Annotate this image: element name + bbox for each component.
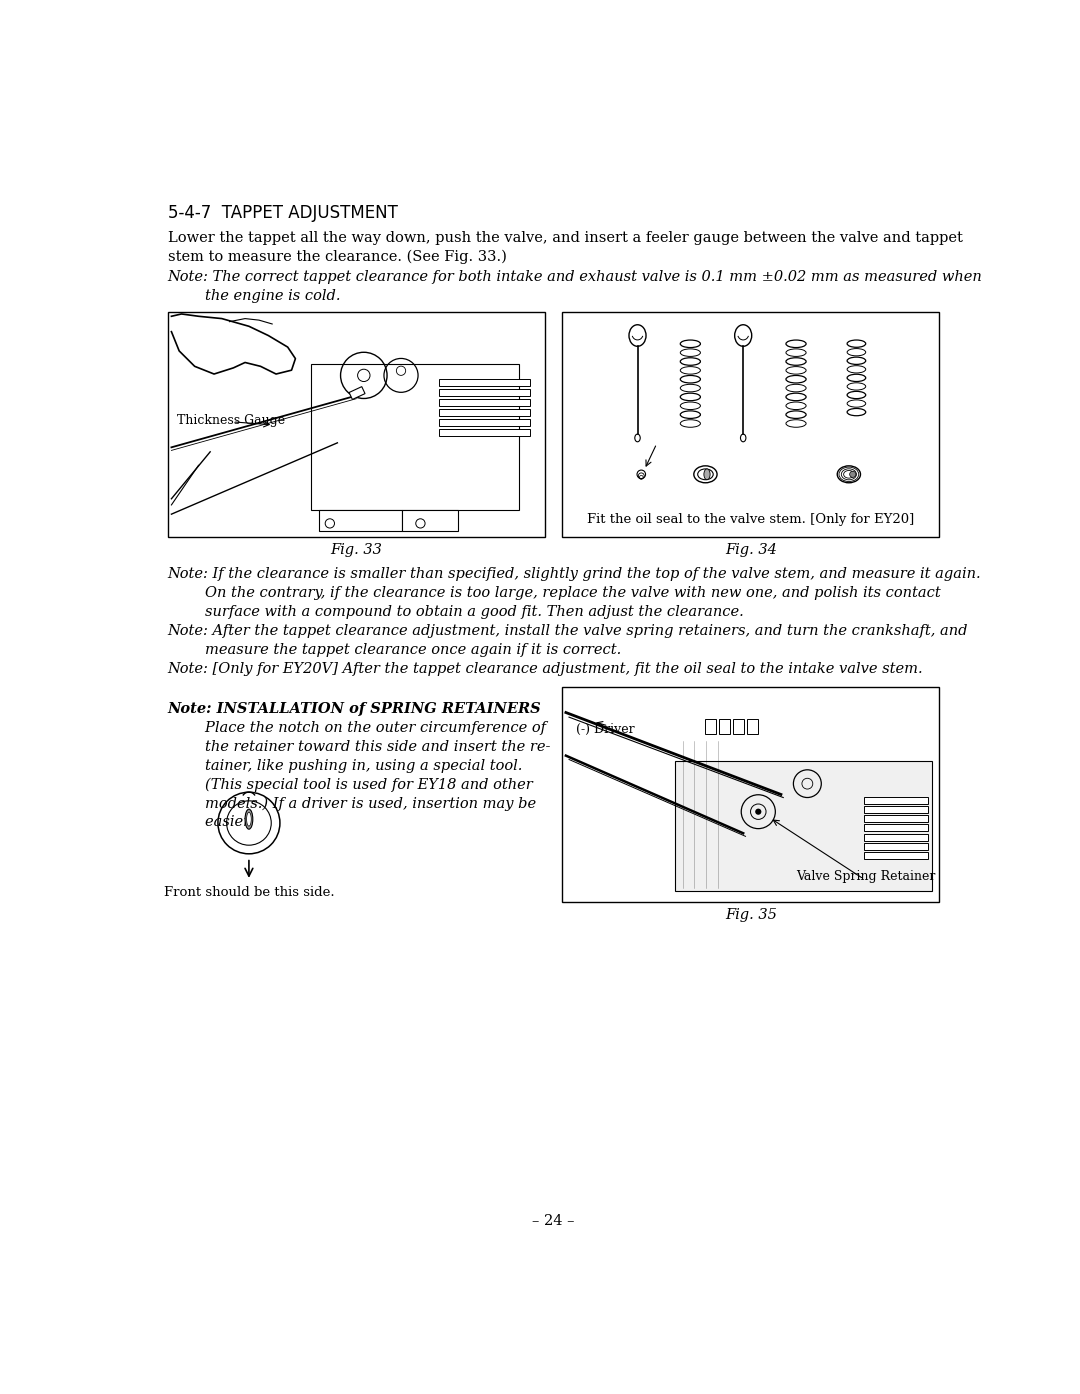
Bar [562, 687, 940, 902]
Bar [440, 429, 530, 436]
Text: Lower the tappet all the way down, push the valve, and insert a feeler gauge bet: Lower the tappet all the way down, push … [167, 231, 962, 245]
Bar [349, 386, 365, 400]
Bar [864, 815, 928, 822]
Bar [864, 834, 928, 841]
Text: Valve Spring Retainer: Valve Spring Retainer [796, 870, 935, 882]
Text: Place the notch on the outer circumference of: Place the notch on the outer circumferen… [167, 721, 545, 735]
Circle shape [850, 471, 855, 477]
Text: Note: If the clearance is smaller than specified, slightly grind the top of the : Note: If the clearance is smaller than s… [167, 567, 981, 581]
Text: Note: The correct tappet clearance for both intake and exhaust valve is 0.1 mm ±: Note: The correct tappet clearance for b… [167, 270, 983, 284]
Bar [562, 312, 940, 537]
Text: (-) Driver: (-) Driver [576, 723, 635, 736]
Text: Fig. 35: Fig. 35 [725, 907, 777, 921]
Text: 5-4-7  TAPPET ADJUSTMENT: 5-4-7 TAPPET ADJUSTMENT [167, 205, 397, 222]
Bar [440, 379, 530, 386]
Text: models.) If a driver is used, insertion may be: models.) If a driver is used, insertion … [167, 796, 536, 811]
Text: Fig. 33: Fig. 33 [330, 542, 382, 556]
Text: measure the tappet clearance once again if it is correct.: measure the tappet clearance once again … [167, 643, 621, 657]
Text: tainer, like pushing in, using a special tool.: tainer, like pushing in, using a special… [167, 758, 522, 772]
Bar [733, 719, 744, 735]
Bar [402, 510, 458, 531]
Bar [440, 420, 530, 427]
Bar [864, 806, 928, 813]
Text: easier.: easier. [167, 815, 253, 829]
Circle shape [755, 809, 761, 814]
Bar [864, 797, 928, 804]
Bar [747, 719, 758, 735]
Ellipse shape [245, 809, 253, 829]
Text: the retainer toward this side and insert the re-: the retainer toward this side and insert… [167, 740, 550, 754]
Bar [440, 389, 530, 396]
Bar [719, 719, 730, 735]
Bar [705, 719, 716, 735]
Text: Note: After the tappet clearance adjustment, install the valve spring retainers,: Note: After the tappet clearance adjustm… [167, 625, 968, 638]
Text: Fig. 34: Fig. 34 [725, 542, 777, 556]
Bar [440, 408, 530, 415]
Text: surface with a compound to obtain a good fit. Then adjust the clearance.: surface with a compound to obtain a good… [167, 605, 743, 619]
Bar [864, 824, 928, 831]
Text: Fit the oil seal to the valve stem. [Only for EY20]: Fit the oil seal to the valve stem. [Onl… [588, 513, 915, 527]
Text: Note: [Only for EY20V] After the tappet clearance adjustment, fit the oil seal t: Note: [Only for EY20V] After the tappet … [167, 662, 923, 676]
Bar [311, 364, 518, 510]
Text: the engine is cold.: the engine is cold. [167, 290, 340, 304]
Ellipse shape [246, 813, 252, 827]
Text: Front should be this side.: Front should be this side. [163, 887, 334, 899]
Bar [167, 312, 545, 537]
Text: stem to measure the clearance. (See Fig. 33.): stem to measure the clearance. (See Fig.… [167, 250, 507, 265]
Bar [440, 399, 530, 406]
Text: (This special tool is used for EY18 and other: (This special tool is used for EY18 and … [167, 778, 532, 792]
Ellipse shape [704, 468, 710, 480]
Bar [675, 761, 932, 891]
Text: On the contrary, if the clearance is too large, replace the valve with new one, : On the contrary, if the clearance is too… [167, 585, 941, 601]
Text: – 24 –: – 24 – [532, 1214, 575, 1228]
Text: Note: INSTALLATION of SPRING RETAINERS: Note: INSTALLATION of SPRING RETAINERS [167, 703, 541, 717]
Bar [319, 510, 402, 531]
Text: Thickness Gauge: Thickness Gauge [177, 414, 285, 427]
Bar [864, 843, 928, 850]
Bar [864, 852, 928, 859]
